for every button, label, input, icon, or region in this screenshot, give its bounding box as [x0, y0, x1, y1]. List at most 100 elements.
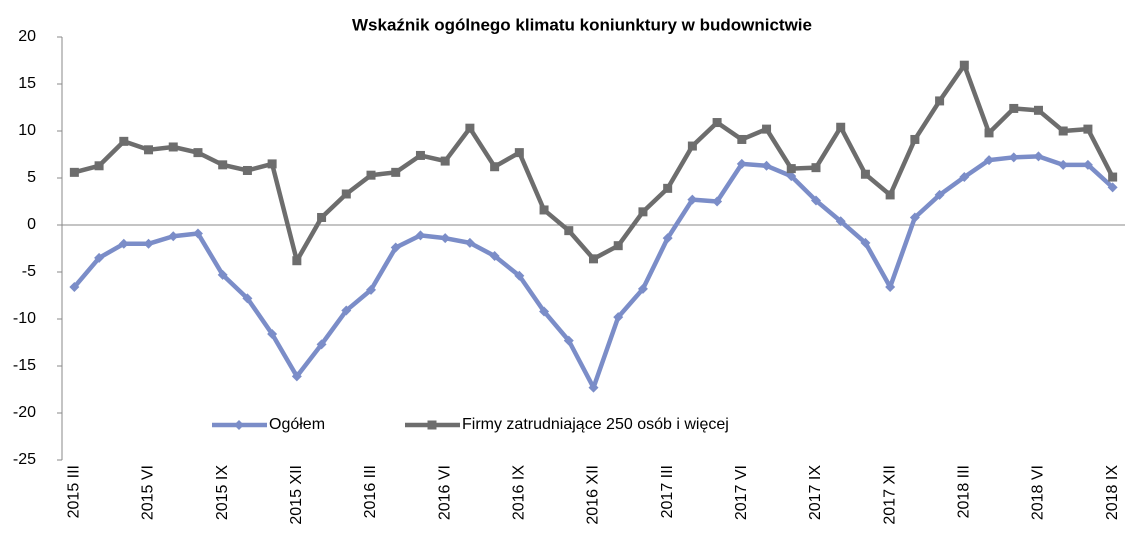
x-tick-label: 2018 VI	[1030, 465, 1047, 520]
marker	[440, 156, 450, 166]
marker	[637, 283, 648, 294]
marker	[737, 134, 747, 144]
marker	[959, 172, 970, 183]
marker	[1009, 103, 1019, 113]
y-tick-label: 10	[18, 122, 36, 139]
marker	[144, 145, 154, 155]
x-tick-label: 2018 III	[956, 465, 973, 518]
marker	[1107, 182, 1118, 193]
marker	[242, 165, 252, 175]
marker	[1058, 159, 1069, 170]
marker	[1033, 151, 1044, 162]
marker	[761, 160, 772, 171]
marker	[687, 194, 698, 205]
marker	[464, 237, 475, 248]
marker	[119, 136, 129, 146]
marker	[168, 142, 178, 152]
marker	[786, 164, 796, 174]
marker	[94, 161, 104, 171]
marker	[490, 162, 500, 172]
series-line	[73, 62, 1115, 263]
marker	[736, 158, 747, 169]
marker	[860, 237, 871, 248]
marker	[860, 169, 870, 179]
marker	[465, 123, 475, 133]
y-tick-label: -20	[13, 404, 36, 421]
marker	[539, 306, 550, 317]
marker	[910, 134, 920, 144]
x-tick-label: 2017 VI	[733, 465, 750, 520]
marker	[366, 284, 377, 295]
x-tick-label: 2018 IX	[1104, 465, 1121, 520]
marker	[143, 238, 154, 249]
marker	[514, 148, 524, 158]
legend-label: Firmy zatrudniające 250 osób i więcej	[462, 416, 729, 433]
y-tick-label: 20	[18, 28, 36, 45]
y-tick-label: -5	[22, 263, 36, 280]
marker	[1008, 152, 1019, 163]
marker	[234, 420, 244, 430]
y-tick-label: -15	[13, 357, 36, 374]
marker	[341, 189, 351, 199]
marker	[415, 150, 425, 160]
marker	[613, 241, 623, 251]
marker	[935, 96, 945, 106]
marker	[712, 118, 722, 128]
marker	[1082, 159, 1093, 170]
marker	[317, 212, 327, 222]
marker	[638, 207, 648, 217]
marker	[316, 339, 327, 350]
marker	[440, 233, 451, 244]
marker	[267, 159, 277, 169]
marker	[563, 335, 574, 346]
marker	[786, 171, 797, 182]
marker	[811, 163, 821, 173]
marker	[539, 205, 549, 215]
marker	[984, 155, 995, 166]
marker	[267, 329, 278, 340]
marker	[1083, 124, 1093, 134]
x-tick-label: 2015 IX	[214, 465, 231, 520]
marker	[588, 382, 599, 393]
series-line	[72, 154, 1115, 390]
marker	[292, 256, 302, 266]
marker	[909, 212, 920, 223]
marker	[427, 420, 437, 430]
x-tick-label: 2016 VI	[436, 465, 453, 520]
x-tick-label: 2017 III	[659, 465, 676, 518]
marker	[762, 124, 772, 134]
marker	[959, 60, 969, 70]
marker	[984, 128, 994, 138]
marker	[217, 269, 228, 280]
marker	[589, 254, 598, 264]
marker	[663, 183, 673, 193]
x-tick-label: 2015 XII	[288, 465, 305, 525]
marker	[193, 148, 203, 158]
marker	[69, 167, 79, 177]
x-tick-label: 2017 IX	[807, 465, 824, 520]
x-tick-label: 2016 XII	[585, 465, 602, 525]
marker	[613, 312, 624, 323]
marker	[291, 371, 302, 382]
legend-label: Ogółem	[269, 416, 325, 433]
marker	[341, 305, 352, 316]
x-tick-label: 2016 IX	[511, 465, 528, 520]
marker	[94, 252, 105, 263]
marker	[390, 242, 401, 253]
chart-title: Wskaźnik ogólnego klimatu koniunktury w …	[352, 15, 812, 34]
marker	[118, 238, 129, 249]
y-tick-label: 0	[27, 216, 36, 233]
marker	[489, 251, 500, 262]
marker	[564, 226, 574, 236]
y-tick-label: -25	[13, 451, 36, 468]
marker	[69, 282, 80, 293]
marker	[687, 141, 697, 151]
marker	[1058, 126, 1068, 136]
marker	[1108, 172, 1118, 182]
marker	[366, 170, 376, 180]
x-tick-label: 2015 VI	[140, 465, 157, 520]
marker	[192, 228, 203, 239]
marker	[712, 196, 723, 207]
y-tick-label: 15	[18, 75, 36, 92]
